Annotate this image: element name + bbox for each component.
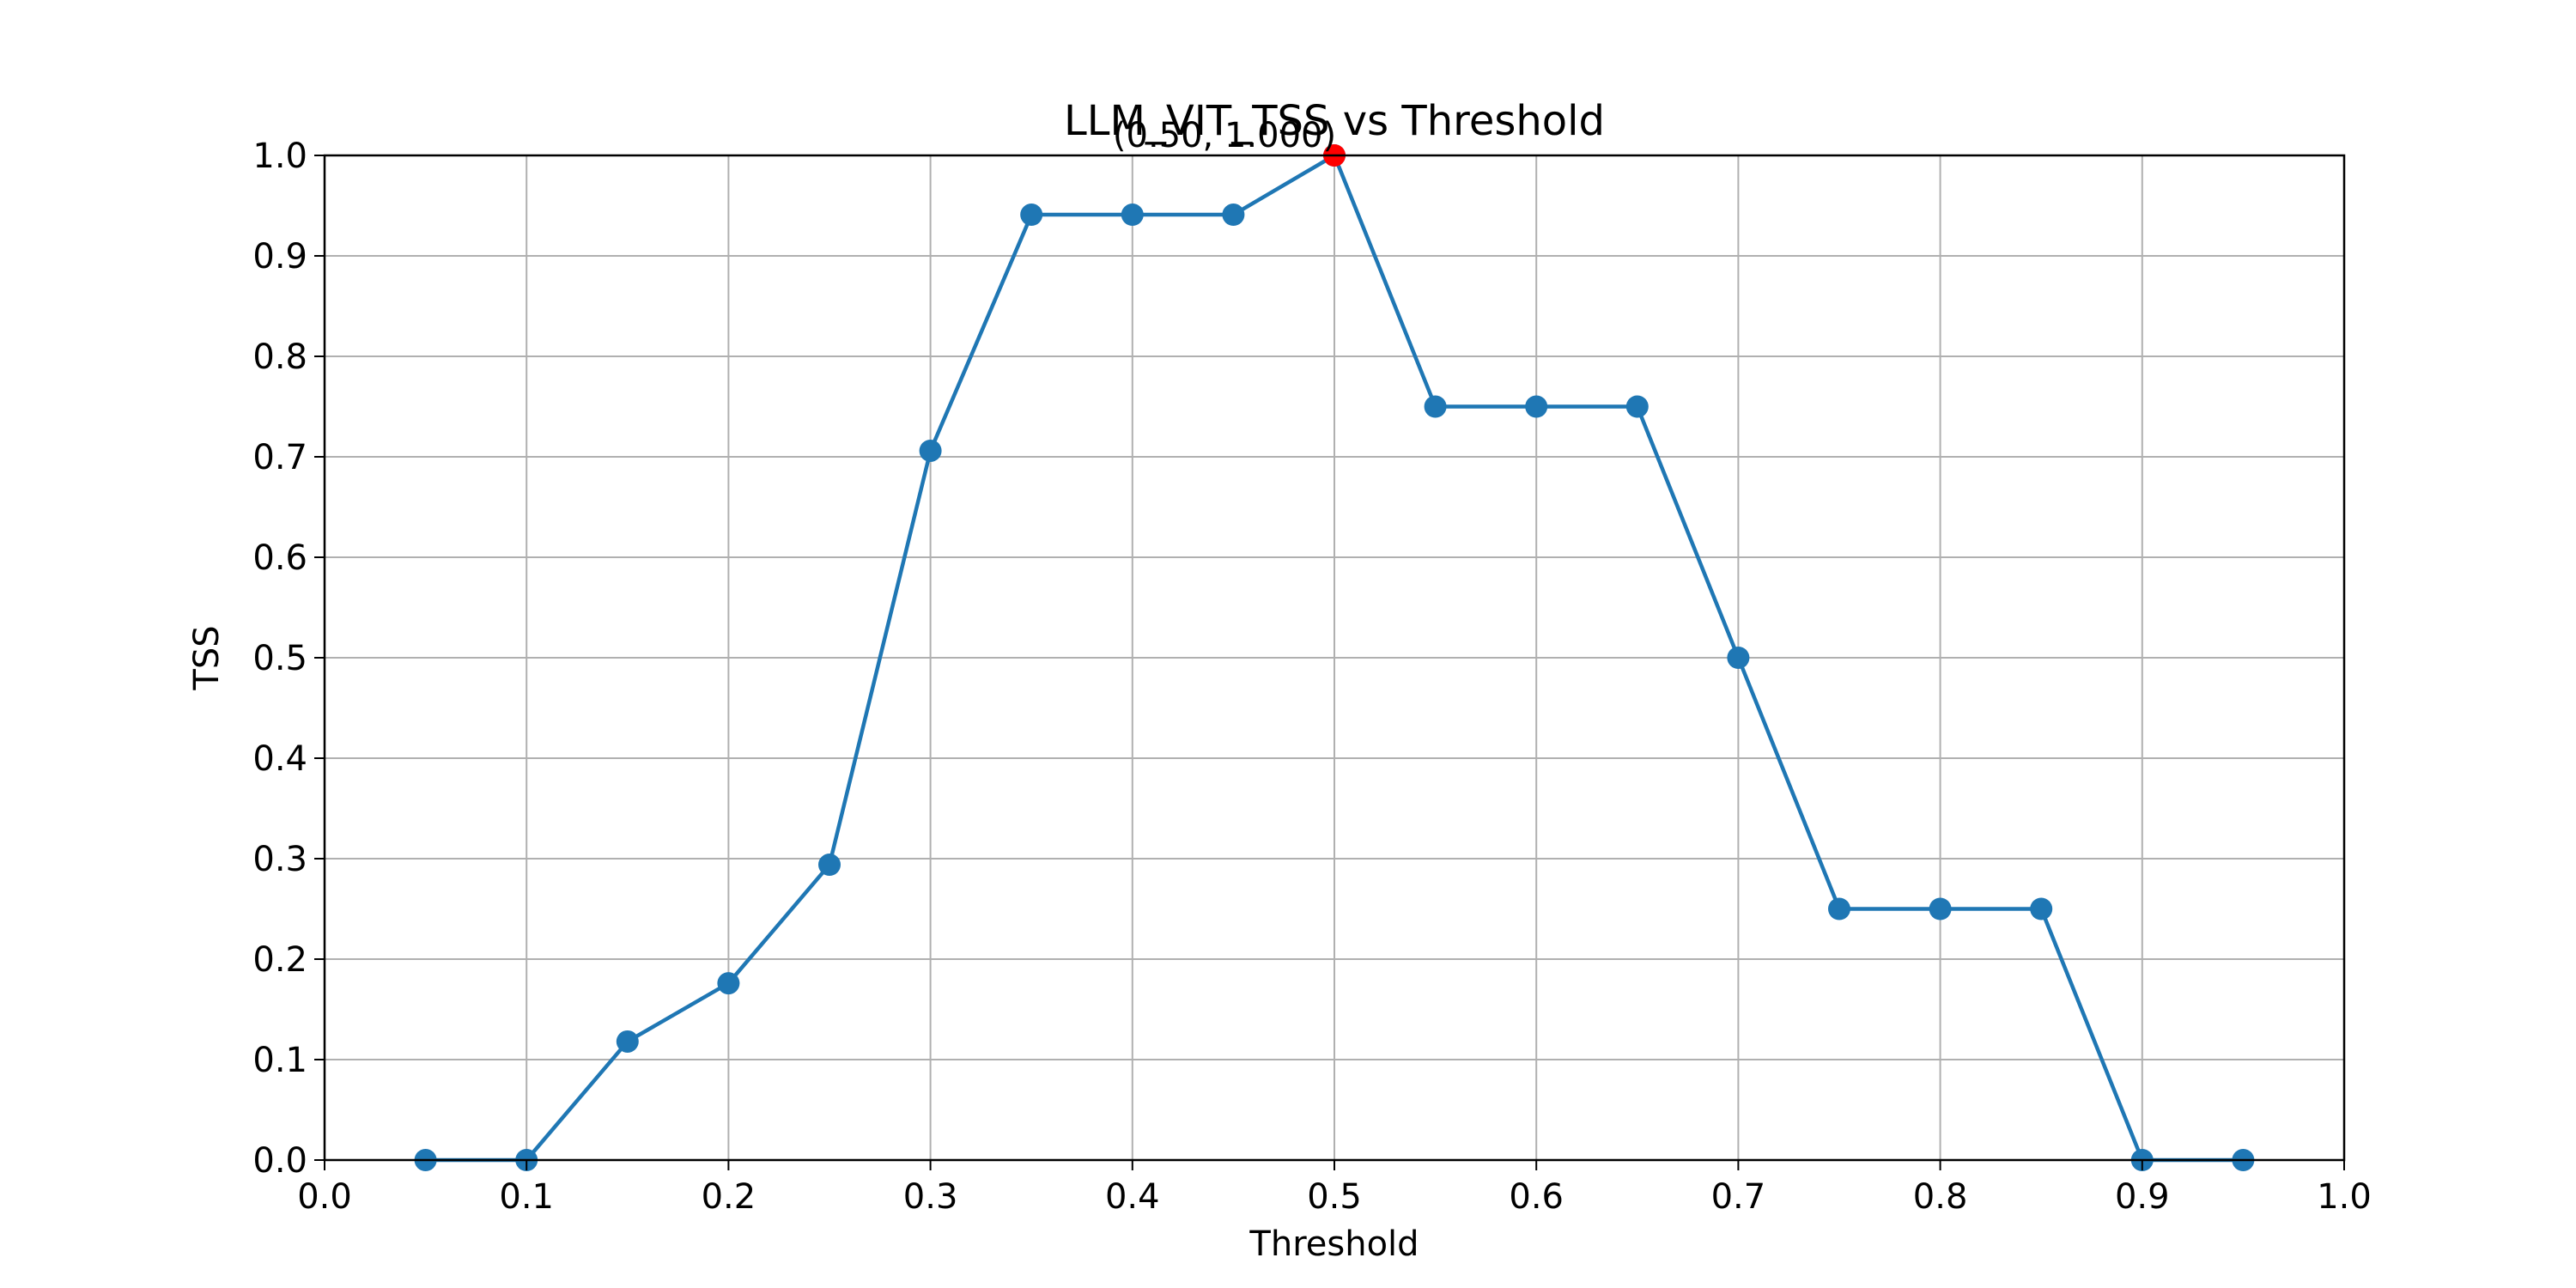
x-tick-label: 1.0 [2317, 1177, 2372, 1217]
y-axis-ticks: 0.0 0.1 0.2 0.3 0.4 0.5 0.6 0.7 0.8 0.9 1.0 [252, 137, 325, 1181]
data-point [717, 972, 740, 995]
data-point [919, 439, 942, 462]
x-tick-label: 0.2 [702, 1177, 756, 1217]
x-axis-label: Threshold [1249, 1224, 1419, 1264]
x-tick-label: 0.9 [2115, 1177, 2170, 1217]
data-point [1625, 395, 1649, 418]
x-tick-label: 0.6 [1509, 1177, 1564, 1217]
data-point [1424, 395, 1447, 418]
x-tick-label: 0.4 [1105, 1177, 1160, 1217]
data-point [1222, 204, 1245, 227]
y-tick-label: 0.3 [252, 840, 307, 879]
data-points [414, 144, 2255, 1171]
data-point [1828, 897, 1850, 920]
y-tick-label: 0.8 [252, 337, 307, 377]
max-point-annotation: (0.50, 1.000) [1113, 116, 1336, 155]
chart-title: LLM_VIT_TSS vs Threshold [1064, 97, 1605, 145]
x-tick-label: 0.5 [1307, 1177, 1362, 1217]
y-axis-label: TSS [187, 625, 227, 690]
y-tick-label: 0.1 [252, 1041, 307, 1080]
x-tick-label: 0.0 [297, 1177, 352, 1217]
data-point [1929, 897, 1952, 920]
y-tick-label: 0.6 [252, 538, 307, 578]
x-axis-ticks: 0.0 0.1 0.2 0.3 0.4 0.5 0.6 0.7 0.8 0.9 1.0 [297, 1160, 2372, 1217]
data-point [1121, 204, 1144, 227]
y-tick-label: 0.7 [252, 438, 307, 477]
data-point [616, 1030, 639, 1053]
data-point [1727, 647, 1750, 669]
x-tick-label: 0.1 [499, 1177, 554, 1217]
data-point [2030, 897, 2053, 920]
y-tick-label: 0.0 [252, 1141, 307, 1181]
x-tick-label: 0.3 [903, 1177, 958, 1217]
y-tick-label: 1.0 [252, 137, 307, 176]
data-point [818, 854, 841, 877]
y-tick-label: 0.9 [252, 237, 307, 276]
data-point [1525, 395, 1548, 418]
y-tick-label: 0.4 [252, 739, 307, 779]
y-tick-label: 0.5 [252, 639, 307, 678]
x-tick-label: 0.7 [1711, 1177, 1766, 1217]
data-point [1020, 204, 1043, 227]
y-tick-label: 0.2 [252, 940, 307, 980]
x-tick-label: 0.8 [1913, 1177, 1968, 1217]
